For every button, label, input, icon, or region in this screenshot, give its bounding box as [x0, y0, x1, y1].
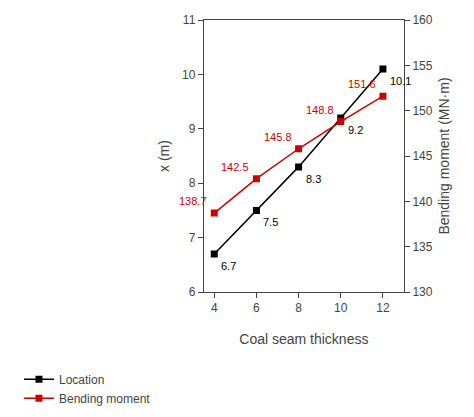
- svg-text:8.3: 8.3: [306, 173, 321, 185]
- svg-text:Location: Location: [59, 373, 104, 387]
- svg-text:142.5: 142.5: [221, 161, 249, 173]
- svg-text:9: 9: [189, 122, 196, 136]
- svg-text:151.6: 151.6: [348, 78, 376, 90]
- svg-text:10.1: 10.1: [390, 75, 411, 87]
- svg-text:130: 130: [412, 285, 432, 299]
- svg-text:x (m): x (m): [156, 140, 172, 172]
- svg-text:8: 8: [189, 176, 196, 190]
- svg-text:6: 6: [189, 285, 196, 299]
- svg-text:12: 12: [376, 301, 390, 315]
- svg-text:10: 10: [334, 301, 348, 315]
- svg-text:135: 135: [412, 240, 432, 254]
- svg-text:4: 4: [211, 301, 218, 315]
- svg-text:7: 7: [189, 231, 196, 245]
- svg-text:160: 160: [412, 13, 432, 27]
- svg-text:155: 155: [412, 59, 432, 73]
- svg-text:Coal seam thickness: Coal seam thickness: [239, 331, 368, 347]
- svg-text:145.8: 145.8: [264, 131, 292, 143]
- svg-text:6: 6: [253, 301, 260, 315]
- svg-text:150: 150: [412, 104, 432, 118]
- svg-text:145: 145: [412, 149, 432, 163]
- svg-text:6.7: 6.7: [221, 260, 236, 272]
- svg-text:8: 8: [295, 301, 302, 315]
- svg-text:Bending moment (MN·m): Bending moment (MN·m): [436, 77, 452, 234]
- svg-text:148.8: 148.8: [306, 104, 334, 116]
- svg-text:7.5: 7.5: [263, 216, 278, 228]
- svg-text:138.7: 138.7: [179, 195, 207, 207]
- svg-text:Bending moment: Bending moment: [59, 392, 150, 406]
- svg-text:9.2: 9.2: [348, 124, 363, 136]
- svg-text:11: 11: [183, 13, 196, 27]
- svg-text:140: 140: [412, 195, 432, 209]
- svg-text:10: 10: [182, 68, 196, 82]
